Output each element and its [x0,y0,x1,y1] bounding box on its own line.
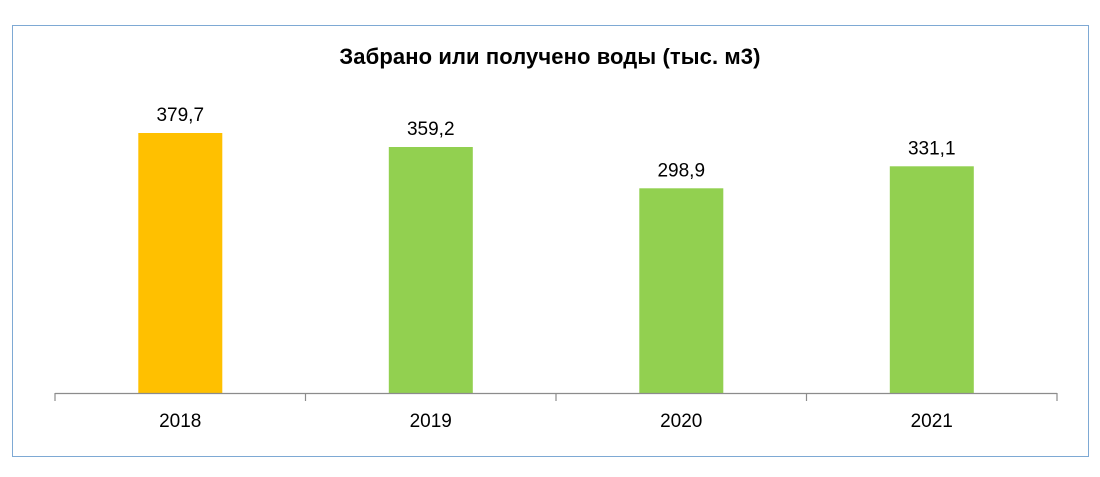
data-label: 331,1 [908,138,956,159]
bar-2021 [889,166,974,393]
x-tick-label: 2020 [660,411,702,432]
x-tick-label: 2021 [911,411,953,432]
bar-2019 [388,147,473,393]
x-tick-label: 2018 [159,411,201,432]
bar-2018 [138,133,223,393]
chart-title: Забрано или получено воды (тыс. м3) [339,44,761,69]
bar-2020 [639,188,724,393]
x-tick-label: 2019 [410,411,452,432]
data-label: 298,9 [657,160,705,181]
data-label: 379,7 [156,105,204,126]
data-label: 359,2 [407,119,455,140]
